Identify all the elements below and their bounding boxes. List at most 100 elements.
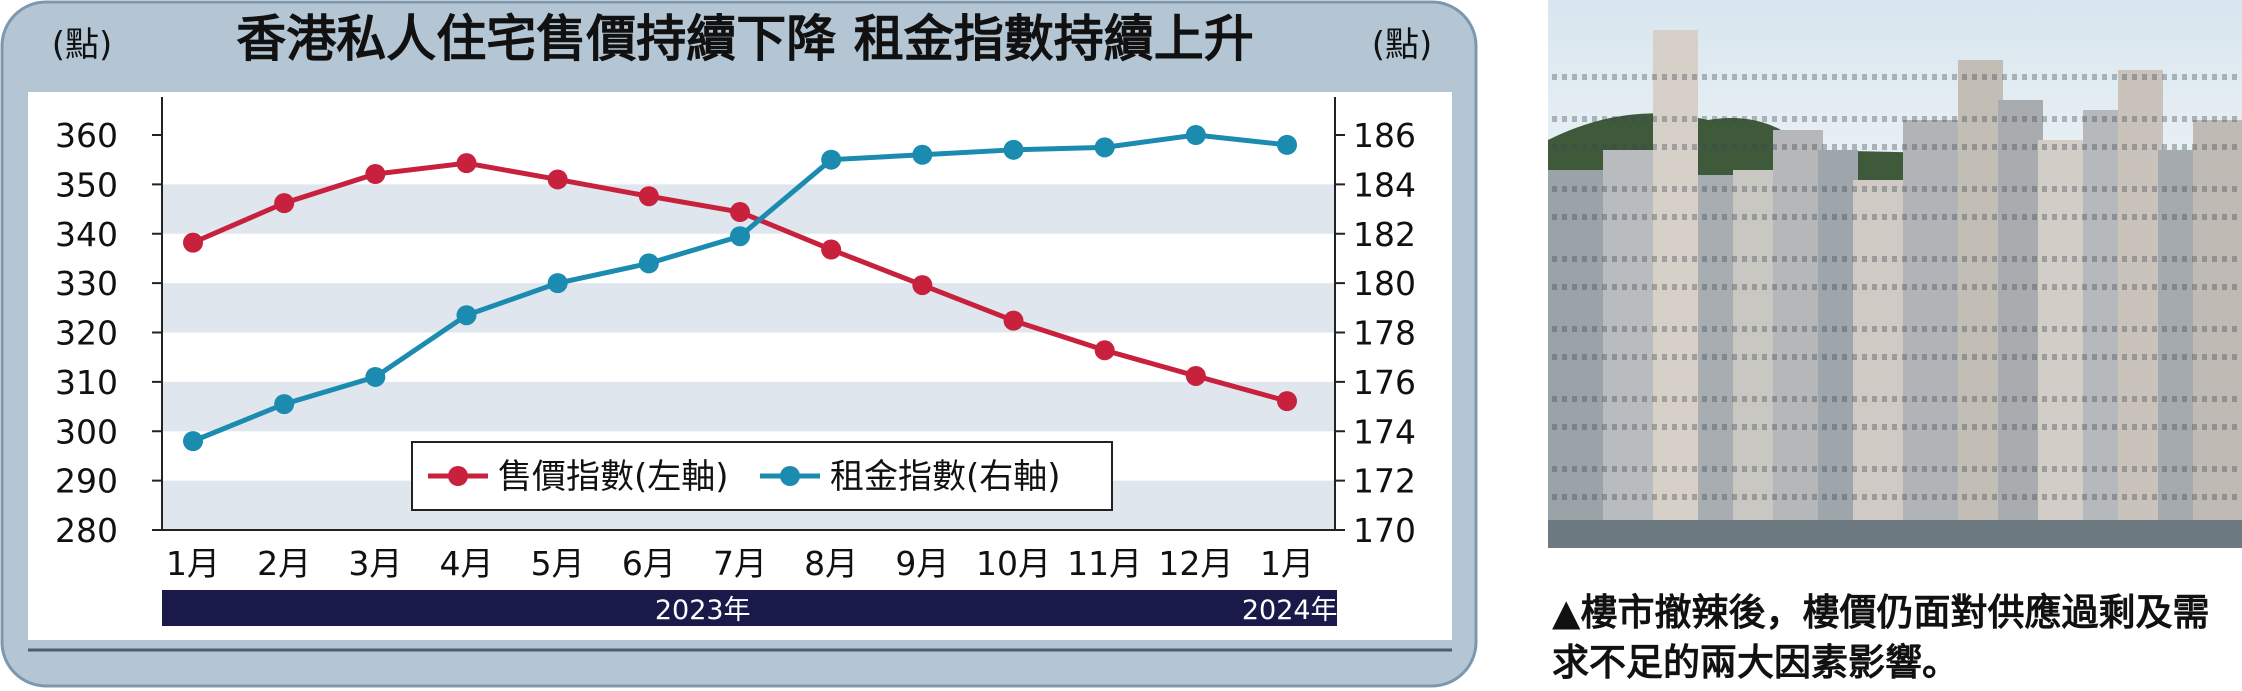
- window: [1812, 186, 1817, 192]
- window: [1932, 116, 1937, 122]
- window: [1852, 494, 1857, 500]
- window: [2142, 354, 2147, 360]
- window: [1892, 214, 1897, 220]
- series-1-point: [912, 275, 933, 296]
- window: [2202, 116, 2207, 122]
- window: [1952, 256, 1957, 262]
- window: [1982, 326, 1987, 332]
- window: [2092, 256, 2097, 262]
- window: [2212, 396, 2217, 402]
- series-1-point: [730, 202, 750, 223]
- window: [2002, 256, 2007, 262]
- window: [1962, 186, 1967, 192]
- window: [1902, 396, 1907, 402]
- right-axis-unit: (點): [1372, 25, 1433, 65]
- window: [1982, 494, 1987, 500]
- window: [1952, 494, 1957, 500]
- window: [1722, 284, 1727, 290]
- window: [2002, 284, 2007, 290]
- window: [2072, 186, 2077, 192]
- window: [1582, 144, 1587, 150]
- window: [2002, 186, 2007, 192]
- window: [2082, 256, 2087, 262]
- window: [1812, 326, 1817, 332]
- window: [1762, 396, 1767, 402]
- window: [2222, 396, 2227, 402]
- window: [2022, 116, 2027, 122]
- window: [1962, 214, 1967, 220]
- building: [1698, 175, 1738, 548]
- window: [2012, 74, 2017, 80]
- window: [1652, 214, 1657, 220]
- window: [2072, 326, 2077, 332]
- window: [2042, 256, 2047, 262]
- window: [2132, 284, 2137, 290]
- window: [1802, 284, 1807, 290]
- window: [2042, 466, 2047, 472]
- window: [2152, 116, 2157, 122]
- window: [1562, 144, 1567, 150]
- series-1-point: [274, 193, 295, 214]
- x-tick-label: 5月: [531, 544, 585, 583]
- window: [1712, 116, 1717, 122]
- window: [2212, 424, 2217, 430]
- window: [1692, 144, 1697, 150]
- window: [1602, 326, 1607, 332]
- building: [1603, 150, 1658, 548]
- window: [1912, 424, 1917, 430]
- window: [1552, 494, 1557, 500]
- window: [1772, 116, 1777, 122]
- window: [2092, 326, 2097, 332]
- window: [1772, 354, 1777, 360]
- window: [1832, 74, 1837, 80]
- window: [1612, 284, 1617, 290]
- window: [2122, 284, 2127, 290]
- window: [2022, 494, 2027, 500]
- window: [1612, 326, 1617, 332]
- building: [1733, 170, 1778, 548]
- window: [1872, 74, 1877, 80]
- window: [1762, 186, 1767, 192]
- window: [1962, 396, 1967, 402]
- window: [1692, 326, 1697, 332]
- window: [2162, 214, 2167, 220]
- window: [1662, 116, 1667, 122]
- window: [2152, 326, 2157, 332]
- window: [1842, 466, 1847, 472]
- window: [1692, 396, 1697, 402]
- window: [1882, 256, 1887, 262]
- window: [1832, 354, 1837, 360]
- window: [1712, 256, 1717, 262]
- window: [1702, 116, 1707, 122]
- year-label: 2023年: [655, 595, 751, 626]
- window: [2002, 116, 2007, 122]
- window: [1972, 354, 1977, 360]
- window: [1752, 354, 1757, 360]
- window: [1612, 116, 1617, 122]
- window: [1892, 466, 1897, 472]
- window: [2212, 466, 2217, 472]
- window: [1942, 494, 1947, 500]
- window: [2112, 74, 2117, 80]
- window: [1732, 284, 1737, 290]
- series-2-point: [183, 431, 203, 452]
- window: [1662, 186, 1667, 192]
- window: [1912, 214, 1917, 220]
- window: [2152, 424, 2157, 430]
- window: [1682, 144, 1687, 150]
- window: [1802, 144, 1807, 150]
- window: [1592, 186, 1597, 192]
- harbour-front: [1548, 520, 2242, 548]
- window: [1652, 74, 1657, 80]
- window: [2142, 424, 2147, 430]
- window: [1932, 74, 1937, 80]
- window: [2182, 396, 2187, 402]
- window: [1762, 466, 1767, 472]
- window: [2232, 186, 2237, 192]
- window: [1862, 186, 1867, 192]
- series-1-point: [456, 153, 477, 174]
- window: [2122, 214, 2127, 220]
- window: [1732, 256, 1737, 262]
- window: [2202, 396, 2207, 402]
- window: [1802, 116, 1807, 122]
